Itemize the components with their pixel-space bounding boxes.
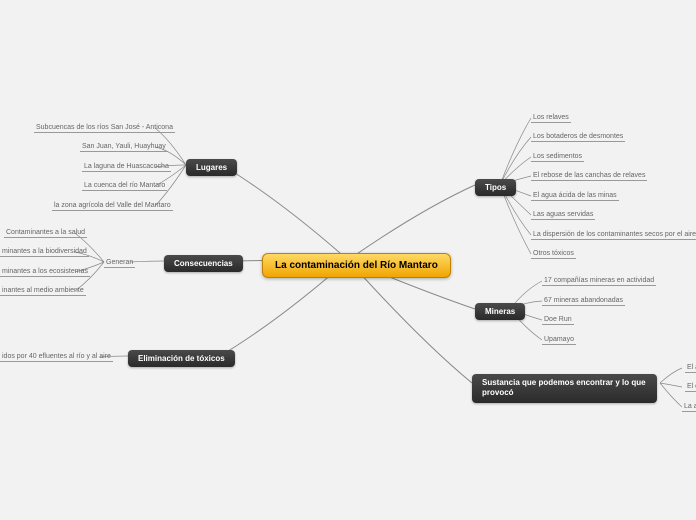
leaf-lugares-2: La laguna de Huascacocha	[82, 162, 171, 172]
leaf-tipos-0: Los relaves	[531, 113, 571, 123]
leaf-lugares-3: La cuenca del río Mantaro	[82, 181, 167, 191]
leaf-consec-3: inantes al medio ambiente	[0, 286, 86, 296]
leaf-lugares-1: San Juan, Yauli, Huayhuay	[80, 142, 168, 152]
branch-tipos[interactable]: Tipos	[475, 179, 516, 196]
leaf-tipos-6: La dispersión de los contaminantes secos…	[531, 230, 696, 240]
branch-mineras[interactable]: Mineras	[475, 303, 525, 320]
leaf-lugares-0: Subcuencas de los ríos San José - Antico…	[34, 123, 175, 133]
branch-lugares[interactable]: Lugares	[186, 159, 237, 176]
central-node[interactable]: La contaminación del Río Mantaro	[262, 253, 451, 278]
branch-eliminacion[interactable]: Eliminación de tóxicos	[128, 350, 235, 367]
leaf-tipos-3: El rebose de las canchas de relaves	[531, 171, 647, 181]
leaf-tipos-4: El agua ácida de las minas	[531, 191, 619, 201]
sub-generan: Generan	[104, 258, 135, 268]
branch-consecuencias[interactable]: Consecuencias	[164, 255, 243, 272]
leaf-tipos-7: Otros tóxicos	[531, 249, 576, 259]
leaf-sust-1: El c	[685, 382, 696, 392]
leaf-tipos-1: Los botaderos de desmontes	[531, 132, 625, 142]
leaf-tipos-2: Los sedimentos	[531, 152, 584, 162]
leaf-mineras-2: Doe Run	[542, 315, 574, 325]
leaf-tipos-5: Las aguas servidas	[531, 210, 595, 220]
leaf-consec-2: minantes a los ecosistemas	[0, 267, 90, 277]
leaf-mineras-3: Upamayo	[542, 335, 576, 345]
leaf-elim-0: idos por 40 efluentes al río y al aire	[0, 352, 113, 362]
leaf-consec-1: minantes a la biodiversidad	[0, 247, 89, 257]
leaf-sust-0: El a	[685, 363, 696, 373]
leaf-consec-0: Contaminantes a la salud	[4, 228, 87, 238]
leaf-mineras-1: 67 mineras abandonadas	[542, 296, 625, 306]
branch-sustancia[interactable]: Sustancia que podemos encontrar y lo que…	[472, 374, 657, 403]
leaf-sust-2: La a	[682, 402, 696, 412]
leaf-mineras-0: 17 compañías mineras en actividad	[542, 276, 656, 286]
leaf-lugares-4: la zona agrícola del Valle del Mantaro	[52, 201, 173, 211]
